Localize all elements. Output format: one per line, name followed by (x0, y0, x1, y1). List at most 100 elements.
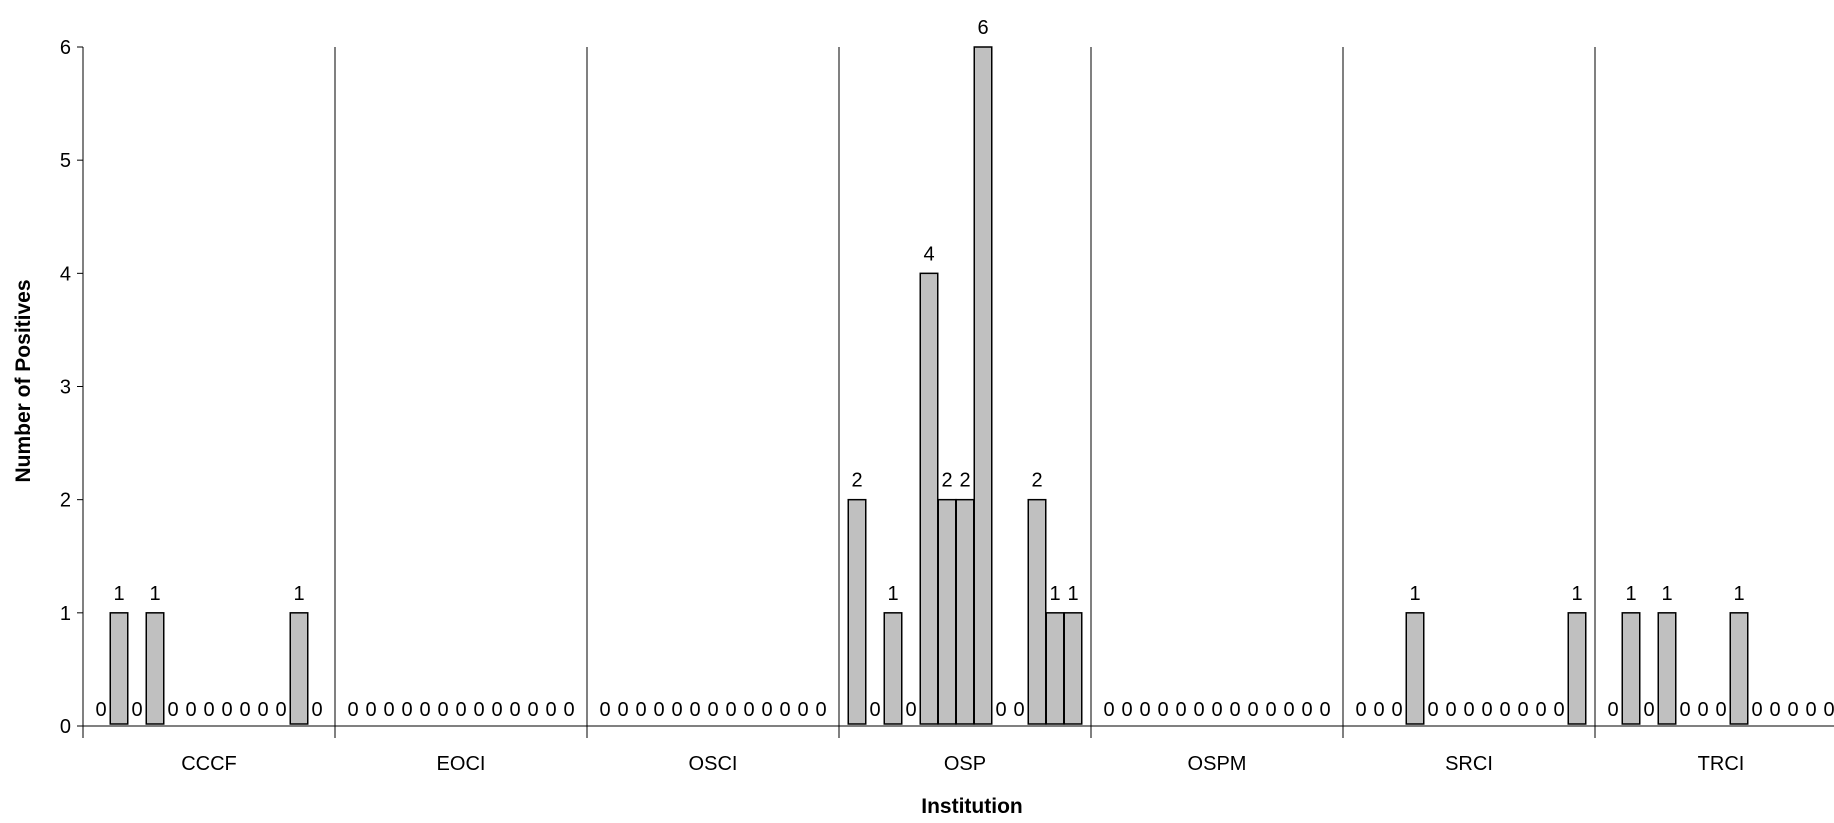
y-tick-label: 4 (60, 263, 71, 285)
y-tick-label: 6 (60, 37, 71, 59)
data-label: 0 (257, 699, 268, 721)
data-label: 0 (1319, 699, 1330, 721)
bar (1027, 498, 1047, 725)
data-label: 1 (1067, 583, 1078, 605)
data-label: 0 (1535, 699, 1546, 721)
data-label: 0 (1553, 699, 1564, 721)
category-label: SRCI (1445, 753, 1493, 775)
data-label: 1 (1571, 583, 1582, 605)
data-label: 0 (707, 699, 718, 721)
data-label: 0 (545, 699, 556, 721)
data-label: 0 (779, 699, 790, 721)
bar (1405, 612, 1425, 725)
y-tick-label: 5 (60, 150, 71, 172)
data-label: 0 (1139, 699, 1150, 721)
data-label: 2 (1031, 470, 1042, 492)
data-label: 0 (1103, 699, 1114, 721)
bar (1063, 612, 1083, 725)
data-label: 0 (1391, 699, 1402, 721)
data-label: 0 (1679, 699, 1690, 721)
bar (847, 498, 867, 725)
bar (973, 46, 993, 725)
data-label: 0 (131, 699, 142, 721)
data-label: 0 (185, 699, 196, 721)
data-label: 0 (509, 699, 520, 721)
bar (1657, 612, 1677, 725)
data-label: 0 (1517, 699, 1528, 721)
data-label: 0 (869, 699, 880, 721)
data-label: 0 (437, 699, 448, 721)
data-label: 0 (653, 699, 664, 721)
data-label: 0 (1265, 699, 1276, 721)
data-label: 2 (851, 470, 862, 492)
y-axis-title: Number of Positives (12, 279, 35, 482)
data-label: 0 (1175, 699, 1186, 721)
data-label: 1 (149, 583, 160, 605)
data-label: 6 (977, 17, 988, 39)
data-label: 0 (383, 699, 394, 721)
bar (1729, 612, 1749, 725)
y-tick-label: 0 (60, 716, 71, 738)
data-label: 0 (1013, 699, 1024, 721)
data-label: 0 (1751, 699, 1762, 721)
data-label: 0 (905, 699, 916, 721)
data-label: 0 (1301, 699, 1312, 721)
data-label: 1 (1733, 583, 1744, 605)
data-label: 1 (113, 583, 124, 605)
data-label: 0 (797, 699, 808, 721)
category-label: OSPM (1188, 753, 1247, 775)
category-label: CCCF (181, 753, 237, 775)
data-label: 0 (563, 699, 574, 721)
data-label: 0 (995, 699, 1006, 721)
bar (109, 612, 129, 725)
data-label: 0 (365, 699, 376, 721)
data-label: 1 (1049, 583, 1060, 605)
data-label: 0 (491, 699, 502, 721)
data-label: 0 (1193, 699, 1204, 721)
data-label: 0 (725, 699, 736, 721)
data-label: 0 (1463, 699, 1474, 721)
data-label: 1 (293, 583, 304, 605)
data-label: 0 (275, 699, 286, 721)
x-axis-title: Institution (921, 795, 1022, 818)
data-label: 0 (1643, 699, 1654, 721)
data-label: 0 (95, 699, 106, 721)
data-label: 0 (599, 699, 610, 721)
data-label: 0 (221, 699, 232, 721)
data-label: 0 (455, 699, 466, 721)
y-tick-label: 3 (60, 377, 71, 399)
data-label: 0 (671, 699, 682, 721)
bar (955, 498, 975, 725)
bar (1567, 612, 1587, 725)
category-label: TRCI (1698, 753, 1745, 775)
data-label: 0 (815, 699, 826, 721)
data-label: 0 (1481, 699, 1492, 721)
data-label: 0 (1607, 699, 1618, 721)
data-label: 0 (1499, 699, 1510, 721)
category-label: EOCI (437, 753, 486, 775)
data-label: 0 (1355, 699, 1366, 721)
data-label: 0 (1805, 699, 1816, 721)
data-label: 0 (167, 699, 178, 721)
data-label: 0 (761, 699, 772, 721)
data-label: 0 (689, 699, 700, 721)
data-label: 2 (959, 470, 970, 492)
bar (1045, 612, 1065, 725)
data-label: 0 (239, 699, 250, 721)
data-label: 1 (1625, 583, 1636, 605)
data-label: 0 (1373, 699, 1384, 721)
bar (289, 612, 309, 725)
data-label: 0 (473, 699, 484, 721)
data-label: 0 (1823, 699, 1834, 721)
category-label: OSP (944, 753, 986, 775)
bar (145, 612, 165, 725)
data-label: 0 (1229, 699, 1240, 721)
data-label: 0 (401, 699, 412, 721)
data-label: 0 (617, 699, 628, 721)
data-label: 0 (1283, 699, 1294, 721)
bar (883, 612, 903, 725)
data-label: 0 (1787, 699, 1798, 721)
data-label: 0 (1427, 699, 1438, 721)
